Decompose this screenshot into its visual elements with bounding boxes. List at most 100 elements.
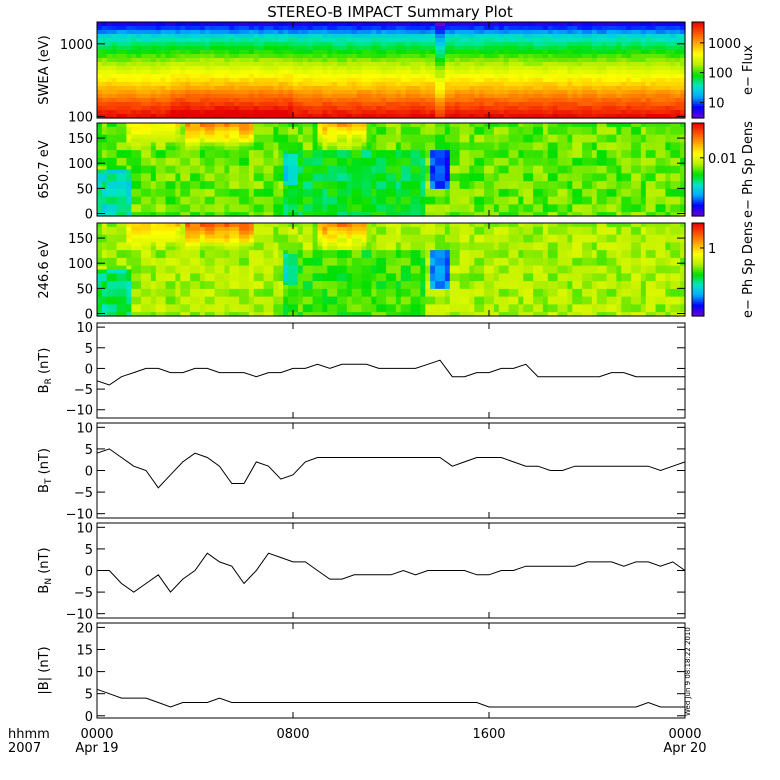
heat-cell: [582, 54, 588, 59]
heat-cell: [464, 90, 470, 95]
heat-cell: [371, 208, 377, 213]
heat-cell: [283, 208, 289, 213]
heat-cell: [503, 192, 510, 198]
heat-cell: [136, 90, 142, 95]
heat-cell: [126, 42, 132, 47]
heat-cell: [263, 126, 270, 132]
heat-cell: [278, 34, 284, 39]
heat-cell: [150, 192, 157, 198]
heat-cell: [454, 150, 461, 155]
heat-cell: [317, 181, 323, 186]
heat-cell: [278, 50, 284, 55]
heat-cell: [376, 26, 382, 31]
heat-cell: [533, 58, 539, 63]
heat-cell: [366, 138, 372, 143]
heat-cell: [131, 204, 137, 209]
heat-cell: [371, 142, 377, 147]
heat-cell: [307, 66, 314, 71]
heat-cell: [116, 150, 123, 155]
heat-cell: [611, 46, 617, 51]
heat-cell: [146, 169, 152, 174]
heat-cell: [327, 188, 333, 194]
heat-cell: [562, 66, 568, 71]
heat-cell: [307, 26, 314, 31]
heat-cell: [297, 34, 304, 39]
heat-cell: [410, 142, 417, 147]
heat-cell: [420, 70, 426, 75]
heat-cell: [273, 138, 279, 143]
heat-cell: [489, 169, 495, 174]
heat-cell: [293, 173, 299, 178]
heat-cell: [126, 212, 132, 217]
heat-cell: [366, 169, 372, 174]
heat-cell: [410, 98, 417, 103]
heat-cell: [503, 42, 510, 47]
heat-cell: [293, 114, 299, 119]
heat-cell: [361, 50, 368, 55]
heat-cell: [317, 70, 323, 75]
heat-cell: [400, 157, 407, 163]
heat-cell: [606, 50, 613, 55]
heat-cell: [150, 50, 157, 55]
heat-cell: [435, 74, 441, 79]
heat-cell: [371, 78, 377, 83]
heat-cell: [253, 38, 260, 43]
heat-cell: [97, 204, 103, 209]
heat-cell: [371, 106, 377, 111]
heat-cell: [474, 46, 480, 51]
heat-cell: [479, 138, 485, 143]
heat-cell: [591, 90, 598, 95]
heat-cell: [278, 98, 284, 103]
heat-cell: [484, 46, 490, 51]
heat-cell: [214, 177, 221, 182]
plot-title: STEREO-B IMPACT Summary Plot: [267, 3, 513, 21]
heat-cell: [224, 146, 230, 151]
heat-cell: [131, 130, 137, 136]
heat-cell: [503, 208, 510, 213]
heat-cell: [415, 22, 421, 27]
heat-cell: [572, 106, 578, 111]
heat-cell: [268, 150, 274, 155]
heat-cell: [587, 86, 593, 91]
heat-cell: [234, 70, 240, 75]
heat-cell: [278, 82, 284, 87]
heat-cell: [518, 42, 524, 47]
heat-cell: [131, 78, 137, 83]
heat-cell: [400, 102, 407, 107]
heat-cell: [440, 208, 446, 213]
heat-cell: [351, 106, 358, 111]
heat-cell: [547, 102, 554, 107]
heat-cell: [268, 126, 274, 132]
heat-cell: [116, 161, 123, 167]
heat-cell: [131, 50, 137, 55]
heat-cell: [175, 188, 181, 194]
heat-cell: [474, 161, 480, 167]
heat-cell: [229, 165, 235, 171]
heat-cell: [121, 146, 127, 151]
heat-cell: [155, 70, 162, 75]
heat-cell: [640, 46, 647, 51]
heat-cell: [489, 110, 495, 115]
heat-cell: [278, 58, 284, 63]
heat-cell: [244, 188, 250, 194]
colorbar-cell: [692, 108, 704, 112]
heat-cell: [430, 123, 436, 128]
heat-cell: [253, 78, 260, 83]
heat-cell: [381, 110, 387, 115]
heat-cell: [498, 22, 505, 27]
heat-cell: [489, 78, 495, 83]
heat-cell: [165, 110, 172, 115]
heat-cell: [180, 196, 186, 202]
heat-cell: [263, 154, 270, 159]
heat-cell: [469, 30, 475, 35]
heat-cell: [459, 169, 466, 174]
heat-cell: [190, 200, 196, 205]
heat-cell: [582, 82, 588, 87]
heat-cell: [214, 196, 221, 202]
heat-cell: [591, 58, 598, 63]
heat-cell: [101, 126, 108, 132]
heat-cell: [244, 173, 250, 178]
heat-cell: [391, 173, 397, 178]
heat-cell: [616, 58, 622, 63]
heat-cell: [400, 134, 407, 140]
